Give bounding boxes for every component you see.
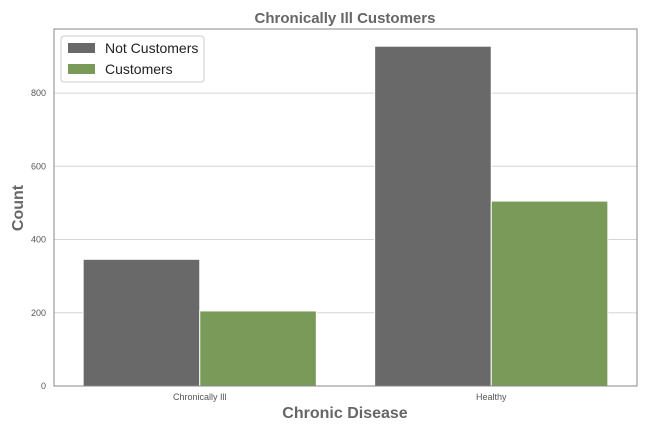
bar-customers-healthy: [490, 200, 609, 387]
legend-swatch: [68, 43, 95, 53]
chart-title: Chronically Ill Customers: [255, 10, 436, 27]
x-tick-labels: Chronically Ill Healthy: [173, 392, 507, 402]
y-tick-label: 400: [31, 235, 46, 245]
bar-not-customers-healthy: [374, 45, 492, 387]
legend-swatch: [68, 64, 95, 74]
x-tick-label: Chronically Ill: [173, 392, 227, 402]
legend-label: Customers: [105, 61, 173, 77]
bar-not-customers-chronically-ill: [82, 258, 201, 387]
y-tick-labels: 0 200 400 600 800: [31, 88, 46, 391]
y-axis-label: Count: [10, 184, 27, 231]
y-tick-label: 800: [31, 88, 46, 98]
x-tick-label: Healthy: [476, 392, 507, 402]
legend: Not Customers Customers: [60, 35, 205, 83]
y-tick-label: 600: [31, 161, 46, 171]
y-tick-label: 0: [41, 381, 46, 391]
legend-label: Not Customers: [105, 40, 198, 56]
plot-frame: [53, 28, 638, 387]
bars: [82, 45, 609, 387]
y-tick-label: 200: [31, 308, 46, 318]
bar-customers-chronically-ill: [199, 310, 317, 387]
legend-box: [60, 35, 205, 83]
x-axis-label: Chronic Disease: [282, 405, 407, 422]
